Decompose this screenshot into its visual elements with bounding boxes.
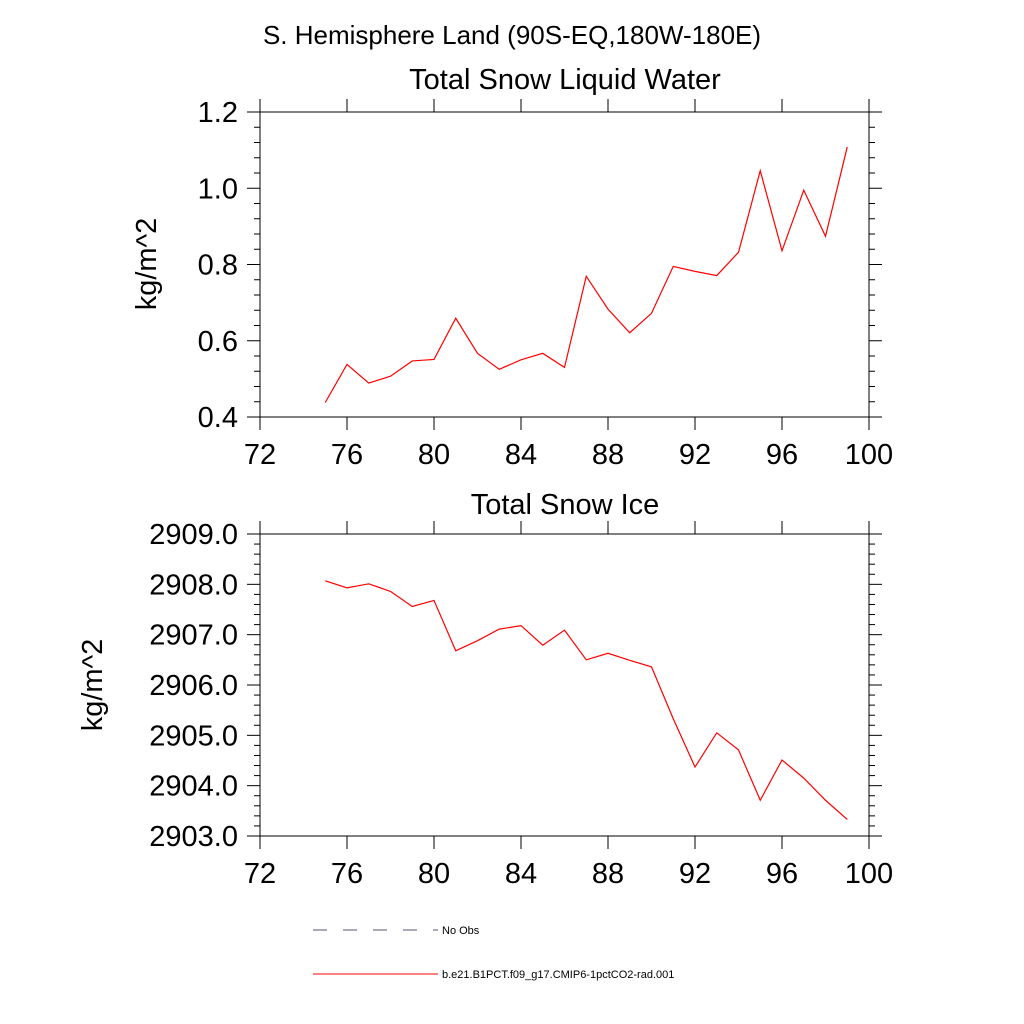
x-tick-label: 100 [845,439,893,471]
legend-label-model-run: b.e21.B1PCT.f09_g17.CMIP6-1pctCO2-rad.00… [442,969,674,981]
y-tick-label: 1.2 [198,97,238,129]
y-axis-label: kg/m^2 [131,218,163,311]
y-tick-label: 2908.0 [149,569,238,601]
chart-panel-snow-liquid-water: Total Snow Liquid Water kg/m^2 72 76 80 84 8… [131,64,893,471]
legend: No Obs b.e21.B1PCT.f09_g17.CMIP6-1pctCO2… [313,925,674,981]
y-tick-label: 2906.0 [149,670,238,702]
chart-title: Total Snow Ice [471,489,660,521]
y-tick-label: 2903.0 [149,821,238,853]
y-tick-label: 1.0 [198,173,238,205]
y-tick-label: 2907.0 [149,620,238,652]
chart-title: Total Snow Liquid Water [409,64,721,96]
y-tick-label: 2909.0 [149,519,238,551]
x-tick-label: 100 [845,858,893,890]
x-tick-label: 72 [244,858,276,890]
y-tick-label: 0.4 [198,402,238,434]
y-axis-label: kg/m^2 [77,639,109,732]
y-tick-label: 0.8 [198,250,238,282]
series-line [325,580,848,820]
x-tick-label: 88 [592,858,624,890]
x-tick-label: 80 [418,858,450,890]
x-tick-label: 76 [331,439,363,471]
x-tick-label: 88 [592,439,624,471]
legend-label-no-obs: No Obs [442,925,480,937]
x-tick-label: 96 [766,439,798,471]
x-tick-label: 84 [505,439,537,471]
y-tick-label: 2904.0 [149,771,238,803]
region-title: S. Hemisphere Land (90S-EQ,180W-180E) [263,20,761,50]
x-tick-label: 76 [331,858,363,890]
x-tick-label: 84 [505,858,537,890]
chart-panel-snow-ice: Total Snow Ice kg/m^2 72 76 80 84 88 92 96 100 2… [77,489,893,890]
y-tick-label: 0.6 [198,326,238,358]
series-line [324,146,848,403]
x-tick-label: 72 [244,439,276,471]
x-tick-label: 96 [766,858,798,890]
x-tick-label: 92 [679,439,711,471]
x-tick-label: 80 [418,439,450,471]
y-tick-label: 2905.0 [149,720,238,752]
x-tick-label: 92 [679,858,711,890]
